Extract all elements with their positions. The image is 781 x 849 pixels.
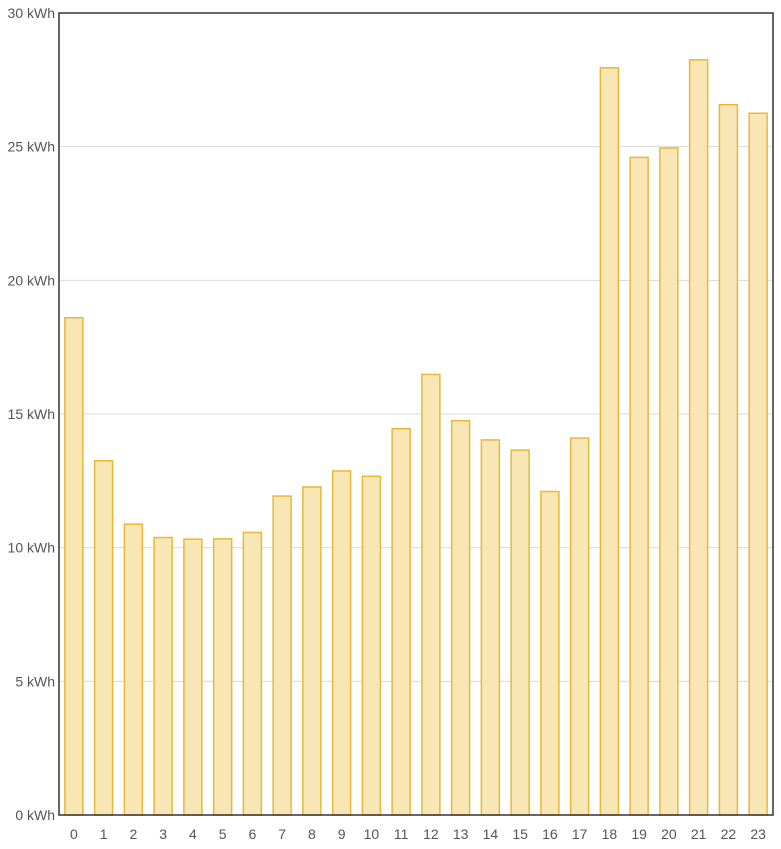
x-tick-label: 5 <box>219 826 227 842</box>
bar-hour-4[interactable] <box>183 538 203 816</box>
bar-hour-6[interactable] <box>242 531 263 816</box>
bar-hour-20[interactable] <box>659 147 679 816</box>
x-tick-label: 4 <box>189 826 197 842</box>
x-tick-label: 13 <box>453 826 469 842</box>
x-tick-label: 9 <box>338 826 346 842</box>
x-tick-label: 1 <box>100 826 108 842</box>
bar-hour-1[interactable] <box>93 460 114 816</box>
bar-hour-19[interactable] <box>629 156 649 816</box>
plot-frame <box>58 12 774 816</box>
x-tick-label: 12 <box>423 826 439 842</box>
bar-hour-13[interactable] <box>450 419 471 816</box>
y-tick-label: 10 kWh <box>8 540 55 556</box>
bar-hour-12[interactable] <box>421 373 441 816</box>
axes <box>58 12 774 816</box>
x-tick-label: 6 <box>248 826 256 842</box>
x-tick-label: 0 <box>70 826 78 842</box>
y-tick-label: 5 kWh <box>15 673 55 689</box>
bar-hour-22[interactable] <box>718 103 739 816</box>
x-tick-label: 2 <box>129 826 137 842</box>
x-tick-label: 10 <box>364 826 380 842</box>
x-tick-label: 8 <box>308 826 316 842</box>
bar-hour-7[interactable] <box>272 495 292 816</box>
x-tick-label: 14 <box>483 826 499 842</box>
x-tick-label: 17 <box>572 826 588 842</box>
x-tick-label: 21 <box>691 826 707 842</box>
bar-hour-14[interactable] <box>480 439 501 816</box>
bar-hour-3[interactable] <box>153 536 173 816</box>
x-tick-label: 18 <box>602 826 618 842</box>
grid-lines <box>59 146 773 682</box>
y-tick-label: 15 kWh <box>8 406 55 422</box>
y-tick-label: 0 kWh <box>15 807 55 823</box>
y-tick-labels: 0 kWh 5 kWh 10 kWh 15 kWh 20 kWh 25 kWh 30 kWh <box>8 5 55 823</box>
y-tick-label: 20 kWh <box>8 272 55 288</box>
bar-hour-16[interactable] <box>540 490 560 816</box>
bar-hour-11[interactable] <box>391 427 411 816</box>
y-tick-label: 25 kWh <box>8 139 55 155</box>
x-tick-label: 22 <box>721 826 737 842</box>
x-tick-label: 3 <box>159 826 167 842</box>
bar-hour-17[interactable] <box>569 437 590 816</box>
x-tick-label: 20 <box>661 826 677 842</box>
bars <box>64 59 768 816</box>
bar-hour-15[interactable] <box>510 449 530 816</box>
x-tick-labels: 0 1 2 3 4 5 6 7 8 9 10 11 12 13 14 15 16 17 18 19 20 21 22 23 <box>70 826 766 842</box>
x-tick-label: 19 <box>631 826 647 842</box>
bar-hour-9[interactable] <box>331 470 352 816</box>
bar-hour-0[interactable] <box>64 317 84 816</box>
bar-hour-5[interactable] <box>212 538 233 816</box>
x-tick-label: 15 <box>512 826 528 842</box>
bar-hour-18[interactable] <box>599 67 620 816</box>
bar-hour-10[interactable] <box>361 475 382 816</box>
y-tick-label: 30 kWh <box>8 5 55 21</box>
bar-hour-8[interactable] <box>302 486 322 816</box>
bar-hour-23[interactable] <box>748 112 768 816</box>
x-tick-label: 23 <box>750 826 766 842</box>
x-tick-label: 16 <box>542 826 558 842</box>
x-tick-label: 11 <box>394 826 409 842</box>
bar-hour-21[interactable] <box>688 59 709 816</box>
x-tick-label: 7 <box>278 826 286 842</box>
bar-hour-2[interactable] <box>123 523 144 816</box>
